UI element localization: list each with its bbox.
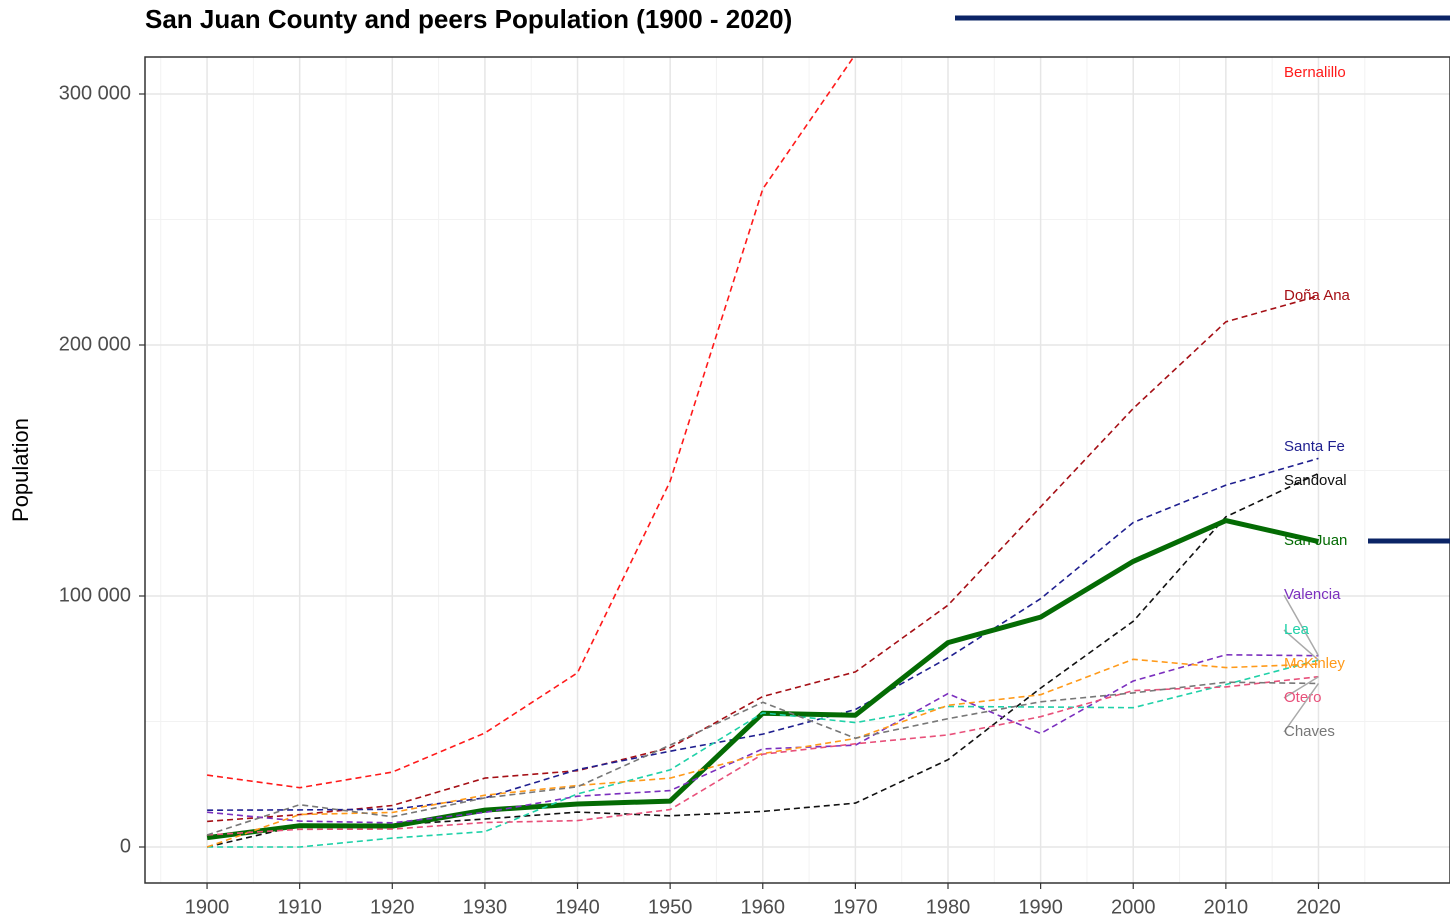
series-line	[207, 457, 1319, 811]
series-line	[207, 654, 1319, 824]
x-tick-label: 1920	[370, 896, 415, 918]
series-label: Otero	[1284, 689, 1322, 706]
series-line	[206, 658, 1319, 848]
x-tick-label: 1980	[926, 896, 971, 918]
x-tick-label: 2000	[1111, 896, 1156, 918]
x-tick-label: 2020	[1296, 896, 1341, 918]
x-tick-label: 1970	[833, 896, 878, 918]
series-label: McKinley	[1284, 655, 1345, 672]
lines	[206, 57, 1320, 848]
grid: 1900 1910 1920 1930 1940 1950 1960 1970 1980 1990…	[59, 57, 1450, 918]
series-label: Valencia	[1284, 586, 1341, 603]
series-line	[206, 681, 1319, 836]
series-line	[207, 675, 1319, 836]
series-label: Lea	[1284, 621, 1310, 638]
label-connector	[1283, 594, 1320, 657]
x-tick-label: 1940	[555, 896, 600, 918]
y-tick-label: 200 000	[59, 333, 131, 355]
y-tick-label: 0	[120, 835, 131, 857]
x-tick-label: 1900	[185, 896, 230, 918]
series-line	[206, 472, 1319, 848]
y-axis-label: Population	[8, 418, 33, 522]
series-label: Bernalillo	[1284, 64, 1346, 81]
label-connector	[1283, 683, 1320, 733]
labels: Bernalillo Doña Ana Santa Fe Sandoval San Ju…	[1283, 64, 1351, 740]
series-label: Santa Fe	[1284, 438, 1345, 455]
series-line	[207, 295, 1319, 823]
series-label: Sandoval	[1284, 472, 1347, 489]
x-tick-label: 2010	[1204, 896, 1249, 918]
panel-border	[144, 56, 1450, 884]
x-tick-label: 1960	[741, 896, 786, 918]
label-connector	[1283, 629, 1319, 661]
y-tick-label: 100 000	[59, 584, 131, 606]
y-tick-label: 300 000	[59, 82, 131, 104]
x-tick-label: 1990	[1018, 896, 1063, 918]
label-connector	[1283, 676, 1319, 699]
series-line	[207, 659, 1319, 848]
chart-title: San Juan County and peers Population (19…	[145, 4, 792, 34]
x-tick-label: 1930	[463, 896, 508, 918]
x-tick-label: 1910	[277, 896, 322, 918]
series-label: Chaves	[1284, 723, 1335, 740]
series-label: San Juan	[1284, 532, 1347, 549]
x-tick-label: 1950	[648, 896, 693, 918]
series-label: Doña Ana	[1284, 287, 1351, 304]
